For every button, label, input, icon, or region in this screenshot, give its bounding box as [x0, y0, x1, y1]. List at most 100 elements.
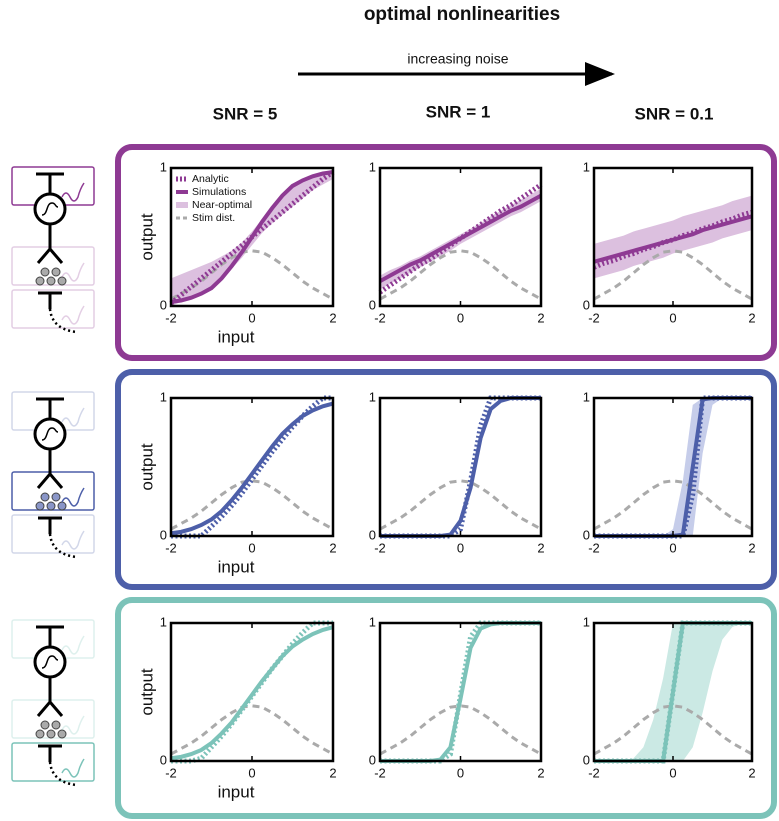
noise-squiggle	[61, 758, 85, 778]
noise-squiggle	[61, 262, 85, 282]
schematic-box	[11, 514, 95, 554]
vesicle	[40, 492, 50, 502]
x-tick-label: -2	[165, 310, 177, 325]
row-frame	[115, 597, 777, 819]
nonlinearity-icon	[41, 655, 59, 669]
vesicle	[40, 267, 50, 277]
stim-dist-line	[170, 704, 334, 756]
x-tick-label: 0	[669, 540, 676, 555]
stim-dist-line	[379, 479, 542, 531]
y-tick-label: 1	[369, 389, 376, 404]
neuron-schematic	[11, 391, 95, 559]
x-tick-label: -2	[165, 765, 177, 780]
figure-title: optimal nonlinearities	[364, 4, 560, 25]
x-tick-label: 0	[669, 765, 676, 780]
vesicle	[46, 729, 56, 739]
simulation-line	[170, 625, 334, 761]
soma	[33, 417, 67, 451]
y-tick-label: 0	[583, 527, 590, 542]
schematic-box	[11, 289, 95, 329]
arrow-label: increasing noise	[407, 51, 508, 67]
neuron-schematic	[11, 619, 95, 787]
stim-dist-line	[170, 479, 334, 531]
x-tick-label: 0	[457, 765, 464, 780]
stim-dist-line	[170, 249, 334, 301]
dendrite	[36, 625, 64, 647]
y-tick-label: 0	[369, 297, 376, 312]
neuron-schematic	[11, 166, 95, 334]
x-tick-label: 0	[669, 310, 676, 325]
x-tick-label: -2	[588, 765, 600, 780]
axon	[36, 677, 64, 717]
vesicle	[51, 492, 61, 502]
y-tick-label: 1	[160, 159, 167, 174]
x-tick-label: 2	[329, 540, 336, 555]
y-tick-label: 0	[369, 527, 376, 542]
analytic-line	[169, 170, 335, 306]
x-tick-label: 0	[457, 310, 464, 325]
x-tick-label: 2	[329, 310, 336, 325]
x-tick-label: -2	[374, 765, 386, 780]
stim-dist-line	[593, 249, 753, 301]
synapse	[38, 744, 62, 762]
noise-squiggle	[61, 715, 85, 735]
legend-label: Near-optimal	[192, 199, 252, 211]
stim-dist-line	[379, 704, 542, 756]
row-frame	[115, 369, 777, 590]
noise-squiggle	[61, 305, 85, 325]
soma	[33, 645, 67, 679]
analytic-line	[378, 182, 543, 295]
x-axis-label: input	[218, 327, 255, 346]
vesicle	[35, 501, 45, 511]
x-axis-label: input	[218, 557, 255, 576]
x-tick-label: 2	[329, 765, 336, 780]
y-tick-label: 0	[583, 297, 590, 312]
x-tick-label: 2	[537, 765, 544, 780]
vesicle	[46, 276, 56, 286]
stim-dist-line	[593, 704, 753, 756]
x-tick-label: 2	[748, 310, 755, 325]
x-tick-label: -2	[374, 310, 386, 325]
axon	[36, 224, 64, 264]
vesicle	[57, 501, 67, 511]
vesicle	[46, 501, 56, 511]
simulation-line	[170, 401, 334, 536]
y-tick-label: 1	[369, 614, 376, 629]
analytic-line	[380, 395, 541, 539]
legend-label: Simulations	[192, 186, 246, 198]
noise-squiggle	[61, 182, 85, 202]
x-tick-label: 0	[248, 540, 255, 555]
vesicle	[51, 267, 61, 277]
synapse	[38, 291, 62, 309]
vesicle	[35, 729, 45, 739]
noise-squiggle	[61, 530, 85, 550]
legend-label: Stim dist.	[192, 212, 235, 224]
x-tick-label: 2	[537, 310, 544, 325]
y-axis-label: output	[137, 443, 156, 491]
vesicle	[57, 729, 67, 739]
noise-squiggle	[61, 635, 85, 655]
vesicle	[40, 720, 50, 730]
column-label: SNR = 0.1	[635, 104, 714, 123]
row-frame	[115, 144, 777, 361]
schematic-box	[11, 742, 95, 782]
y-tick-label: 0	[160, 752, 167, 767]
y-axis-label: output	[137, 213, 156, 261]
y-tick-label: 1	[583, 614, 590, 629]
axon	[36, 449, 64, 489]
stim-dist-line	[379, 249, 542, 301]
x-tick-label: -2	[165, 540, 177, 555]
dendrite	[36, 172, 64, 194]
y-tick-label: 1	[583, 159, 590, 174]
column-label: SNR = 1	[426, 102, 491, 121]
x-axis-label: input	[218, 782, 255, 801]
y-tick-label: 1	[160, 614, 167, 629]
y-tick-label: 1	[369, 159, 376, 174]
noise-squiggle	[61, 487, 85, 507]
stim-dist-line	[593, 479, 753, 531]
y-tick-label: 1	[160, 389, 167, 404]
x-tick-label: -2	[588, 310, 600, 325]
y-tick-label: 0	[369, 752, 376, 767]
